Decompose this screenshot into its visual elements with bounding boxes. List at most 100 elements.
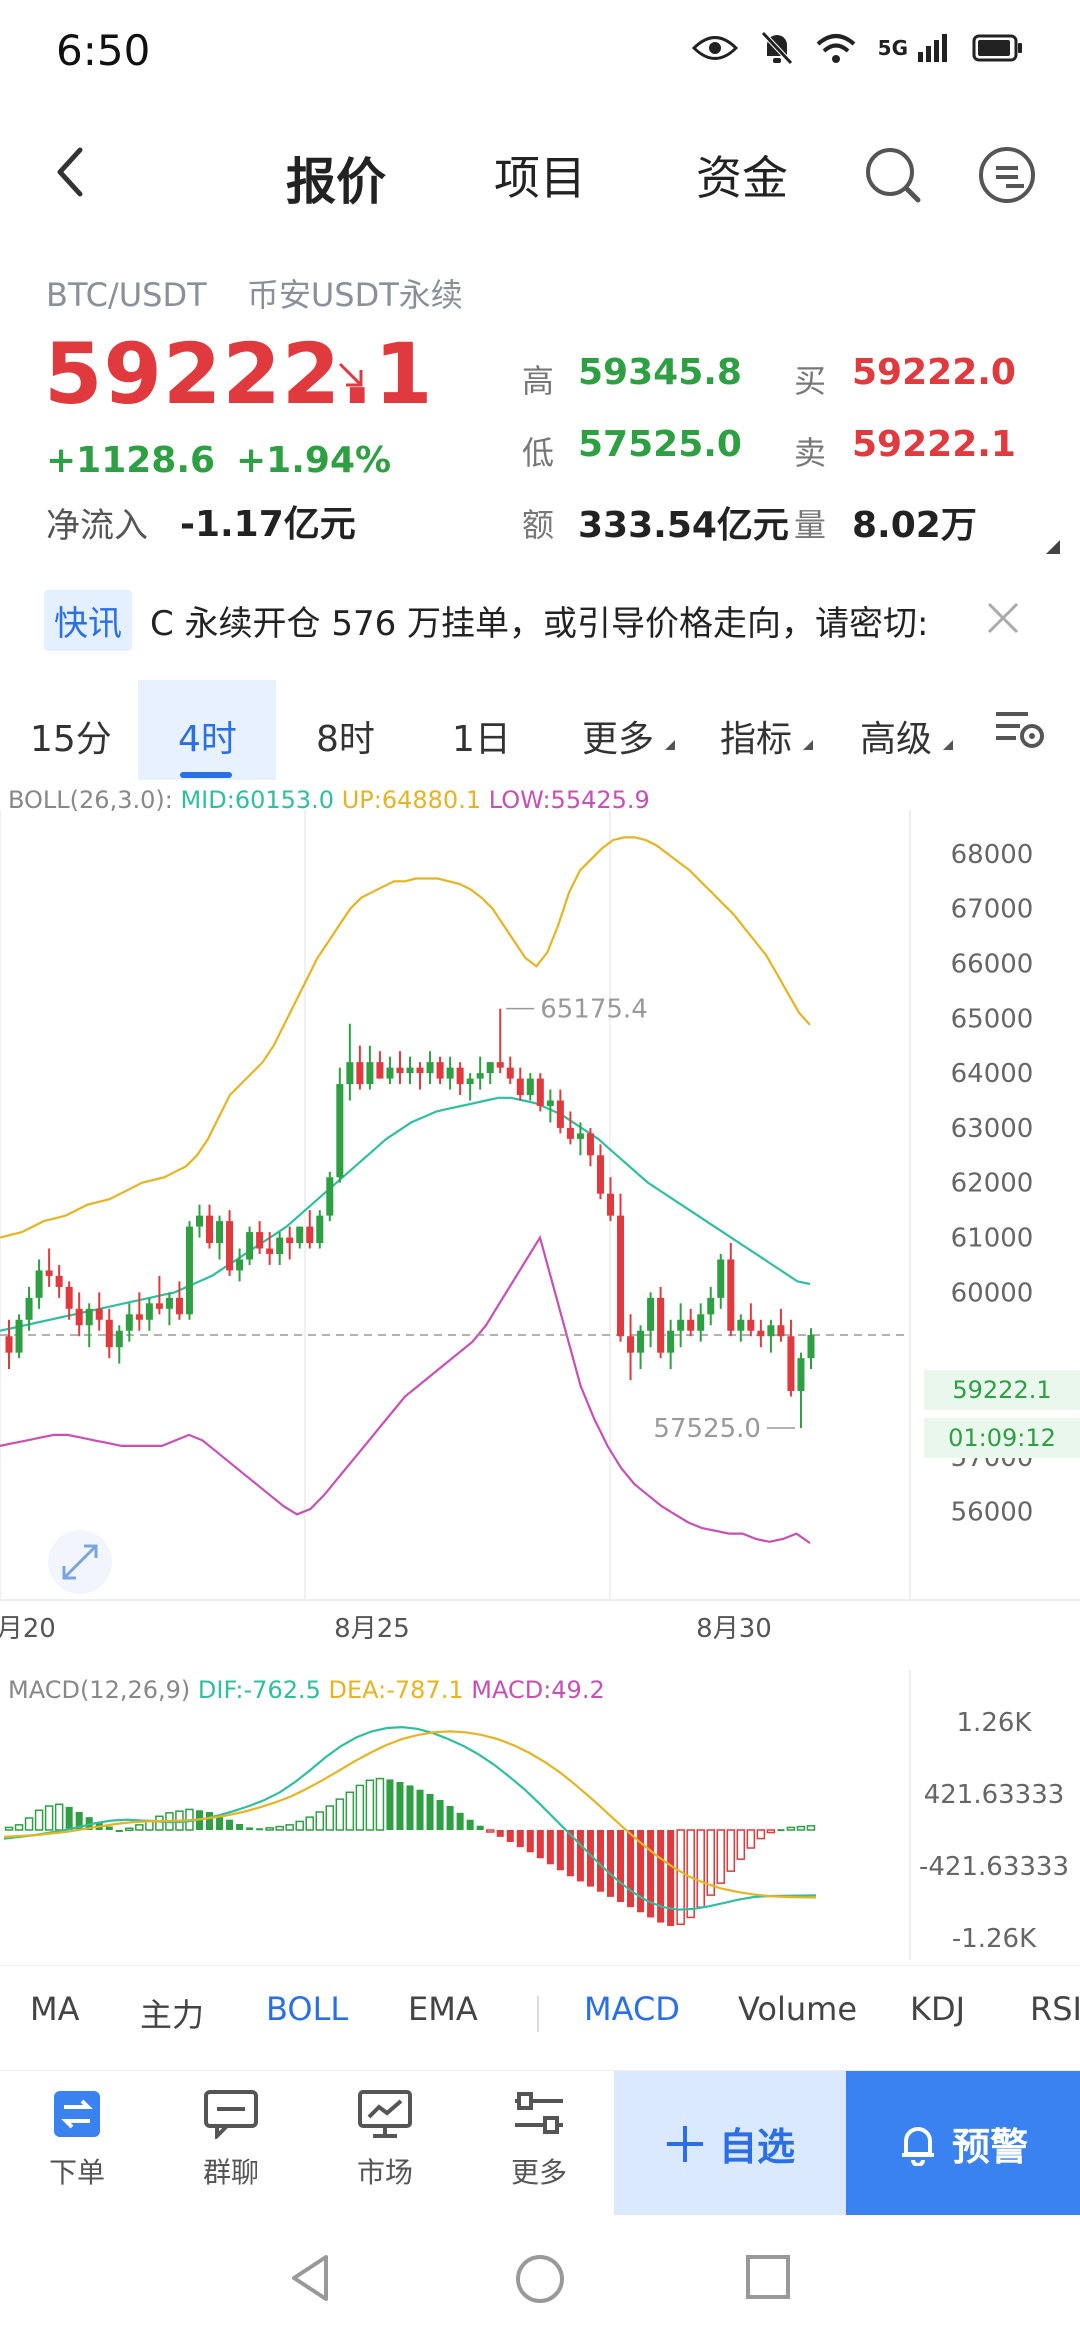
macd-y-tick-label: 1.26K [957,1708,1033,1738]
system-navigation [0,2215,1080,2340]
advanced-menu[interactable]: 高级 [860,719,933,760]
macd-histogram-bar [667,1830,675,1926]
macd-y-tick-label: -421.63333 [919,1852,1069,1882]
y-tick-label: 65000 [951,1004,1034,1034]
candle-body [426,1062,434,1074]
indicator-menu[interactable]: 指标 [720,719,793,760]
back-arrow-icon[interactable] [50,142,90,202]
system-home-icon[interactable] [514,2253,566,2305]
tab-quote[interactable]: 报价 [286,153,386,211]
news-text[interactable]: C 永续开仓 576 万挂单，或引导价格走向，请密切: [150,604,929,644]
candle-body [757,1330,765,1337]
indicator-kdj[interactable]: KDJ [910,1990,966,2028]
stat-value-volume: 8.02万 [852,505,977,546]
macd-histogram-bar [365,1779,375,1831]
price-alert-button[interactable]: 预警 [846,2071,1080,2216]
macd-histogram-bar [496,1830,504,1837]
tab-funds[interactable]: 资金 [696,151,788,205]
candle-body [717,1259,725,1298]
close-icon[interactable] [985,600,1021,636]
macd-histogram-bar [756,1829,766,1840]
dropdown-corner-icon [665,740,675,750]
monitor-chart-icon [358,2090,412,2138]
candle-body [526,1078,534,1096]
candle-body [496,1062,504,1068]
active-timeframe-indicator [180,772,232,778]
macd-histogram-bar [657,1830,665,1923]
macd-histogram-bar [516,1830,524,1848]
candlestick-chart[interactable]: 68000 67000 66000 65000 64000 63000 62000 61000… [0,780,1080,1670]
timeframe-more[interactable]: 更多 [582,719,655,760]
macd-histogram-bar [706,1829,715,1896]
candle-body [296,1226,304,1244]
indicator-ema[interactable]: EMA [408,1990,478,2028]
macd-histogram-bar [446,1806,454,1830]
macd-histogram-bar [506,1830,514,1842]
nav-group-chat[interactable]: 群聊 [176,2089,286,2191]
chat-menu-icon[interactable] [976,144,1038,206]
battery-icon [972,34,1022,62]
expand-corner-icon[interactable] [1046,540,1060,554]
candle-body [606,1193,615,1216]
system-recents-icon[interactable] [744,2253,792,2301]
nav-more[interactable]: 更多 [484,2089,594,2191]
candle-body [617,1215,625,1337]
candle-body [466,1078,474,1085]
y-tick-label: 60000 [951,1278,1034,1308]
macd-chart[interactable]: 1.26K 421.63333 -421.63333 -1.26K [0,1670,1080,1960]
nav-place-order[interactable]: 下单 [22,2089,132,2191]
boll-legend: BOLL(26,3.0): MID:60153.0 UP:64880.1 LOW… [8,786,650,814]
candle-body [586,1133,594,1156]
macd-histogram-bar [766,1829,776,1834]
macd-histogram-bar [256,1828,264,1831]
y-tick-label: 67000 [951,895,1034,925]
timeframe-15m[interactable]: 15分 [30,719,112,760]
macd-histogram-bar [275,1825,284,1831]
boll-legend-mid: MID:60153.0 [180,786,335,814]
candle-body [637,1330,645,1353]
macd-histogram-bar [386,1779,394,1830]
candle-body [647,1297,655,1331]
macd-histogram-bar [125,1827,134,1832]
add-favorite-button[interactable]: 自选 [614,2071,846,2216]
tab-project[interactable]: 项目 [494,151,586,205]
indicator-boll[interactable]: BOLL [266,1990,349,2028]
macd-histogram-bar [246,1827,254,1830]
macd-histogram-bar [226,1819,234,1830]
candle-body [195,1215,203,1227]
candle-body [727,1259,735,1331]
indicator-volume[interactable]: Volume [738,1990,858,2028]
stat-value-turnover: 333.54亿元 [578,505,789,546]
boll-legend-name: BOLL(26,3.0): [8,786,173,814]
boll-legend-up: UP:64880.1 [341,786,482,814]
indicator-ma[interactable]: MA [30,1990,80,2028]
news-tag: 快讯 [44,590,132,651]
stat-label-bid: 买 [794,362,827,400]
macd-histogram-bar [54,1803,64,1831]
candle-body [596,1155,604,1194]
news-ticker[interactable]: 快讯 C 永续开仓 576 万挂单，或引导价格走向，请密切: [0,580,1080,670]
macd-histogram-bar [24,1817,34,1831]
macd-histogram-bar [44,1805,54,1831]
system-back-icon[interactable] [286,2253,336,2303]
timeframe-4h[interactable]: 4时 [178,719,237,760]
macd-histogram-bar [676,1829,685,1926]
nav-place-order-label: 下单 [48,2156,105,2189]
indicator-main-force[interactable]: 主力 [140,1996,205,2034]
timeframe-8h[interactable]: 8时 [316,719,375,760]
more-sliders-icon [515,2092,563,2134]
candle-body [767,1325,775,1337]
chart-settings-icon[interactable] [992,706,1048,754]
search-icon[interactable] [862,144,924,206]
fullscreen-expand-icon[interactable] [48,1530,112,1594]
y-tick-label: 56000 [951,1498,1034,1528]
macd-y-tick-label: -1.26K [952,1924,1037,1954]
nav-more-label: 更多 [510,2156,567,2189]
y-tick-label: 64000 [951,1059,1034,1089]
indicator-rsi[interactable]: RSI [1030,1990,1080,2028]
candle-body [75,1308,83,1326]
nav-market[interactable]: 市场 [330,2089,440,2191]
indicator-macd[interactable]: MACD [584,1990,680,2028]
eye-icon [691,36,738,60]
timeframe-1d[interactable]: 1日 [452,719,511,760]
